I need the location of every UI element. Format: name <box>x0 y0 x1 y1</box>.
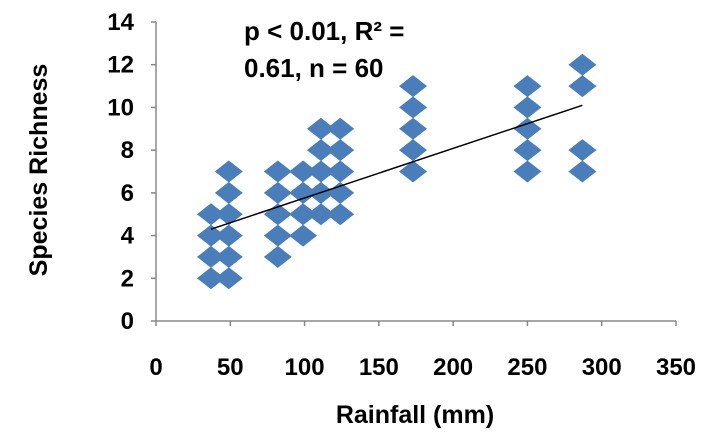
data-point <box>399 160 428 183</box>
y-tick-label: 14 <box>107 9 134 36</box>
data-point <box>513 75 542 98</box>
data-point <box>214 160 243 183</box>
data-point <box>289 224 318 247</box>
y-tick-label: 0 <box>121 308 134 335</box>
y-tick-label: 2 <box>121 265 134 292</box>
data-point <box>513 160 542 183</box>
data-point <box>399 117 428 140</box>
data-point <box>214 245 243 268</box>
data-point <box>399 96 428 119</box>
data-point <box>326 181 355 204</box>
data-point <box>214 181 243 204</box>
x-tick-label: 350 <box>656 354 696 381</box>
data-point <box>306 203 335 226</box>
y-tick-label: 4 <box>121 223 135 250</box>
y-tick-label: 12 <box>107 52 134 79</box>
stats-annotation-line-1: p < 0.01, R² = <box>244 16 404 46</box>
trendline <box>210 104 583 230</box>
data-point <box>289 181 318 204</box>
data-point <box>306 139 335 162</box>
data-point <box>214 267 243 290</box>
data-point <box>196 245 225 268</box>
x-tick-label: 50 <box>217 354 244 381</box>
data-point <box>214 224 243 247</box>
data-point <box>263 181 292 204</box>
data-point <box>568 75 597 98</box>
data-point <box>214 203 243 226</box>
data-point <box>326 160 355 183</box>
stats-annotation-line-2: 0.61, n = 60 <box>244 53 383 83</box>
data-point <box>568 53 597 76</box>
data-point <box>326 117 355 140</box>
data-point <box>568 160 597 183</box>
y-tick-label: 8 <box>121 137 134 164</box>
data-point <box>513 96 542 119</box>
data-point <box>196 203 225 226</box>
data-point <box>263 160 292 183</box>
data-point <box>306 117 335 140</box>
data-point <box>513 139 542 162</box>
x-tick-label: 150 <box>359 354 399 381</box>
data-point <box>306 160 335 183</box>
data-point <box>326 203 355 226</box>
data-point <box>196 224 225 247</box>
x-tick-label: 0 <box>149 354 162 381</box>
data-point <box>399 139 428 162</box>
data-point <box>263 245 292 268</box>
y-tick-label: 6 <box>121 180 134 207</box>
y-axis-title: Species Richness <box>25 64 53 277</box>
x-tick-label: 300 <box>582 354 622 381</box>
data-point <box>513 117 542 140</box>
data-point <box>289 203 318 226</box>
data-point <box>568 139 597 162</box>
data-point <box>326 139 355 162</box>
data-point <box>196 267 225 290</box>
x-axis-title: Rainfall (mm) <box>336 401 494 429</box>
plot-area: 0 2 4 6 8 10 12 14 0 50 100 150 200 250 300 350 <box>107 9 696 381</box>
y-tick-label: 10 <box>107 94 134 121</box>
x-tick-label: 250 <box>507 354 547 381</box>
x-tick-label: 100 <box>285 354 325 381</box>
data-point <box>289 160 318 183</box>
data-point <box>263 224 292 247</box>
x-tick-label: 200 <box>433 354 473 381</box>
data-point <box>399 75 428 98</box>
